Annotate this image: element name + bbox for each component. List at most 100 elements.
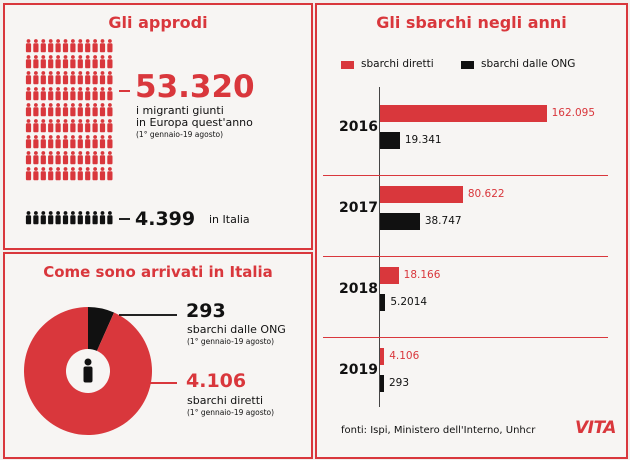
person-icon bbox=[92, 151, 98, 165]
person-icon bbox=[33, 87, 39, 101]
person-icon bbox=[33, 151, 39, 165]
person-icon bbox=[25, 103, 32, 117]
person-icon bbox=[99, 55, 106, 69]
person-icon-italy bbox=[40, 211, 46, 225]
bar-direct bbox=[380, 348, 385, 365]
direct-period: (1° gennaio-19 agosto) bbox=[187, 408, 275, 417]
person-icon bbox=[62, 119, 69, 133]
ong-label: sbarchi dalle ONG bbox=[187, 323, 286, 336]
person-icon bbox=[55, 87, 61, 101]
person-icon bbox=[107, 87, 113, 101]
person-icon-italy bbox=[48, 211, 54, 225]
person-icon bbox=[62, 39, 69, 53]
legend-swatch-ong bbox=[461, 61, 474, 69]
person-icon-italy bbox=[55, 211, 61, 225]
person-icon bbox=[48, 87, 54, 101]
person-icon bbox=[77, 39, 83, 53]
person-icon bbox=[25, 167, 32, 181]
person-icon bbox=[48, 119, 54, 133]
person-icon bbox=[107, 167, 113, 181]
person-icon-italy bbox=[70, 211, 76, 225]
person-icon bbox=[70, 151, 76, 165]
person-icon bbox=[55, 119, 61, 133]
person-icon bbox=[25, 87, 32, 101]
group-separator bbox=[323, 175, 608, 176]
person-icon bbox=[70, 87, 76, 101]
person-icon bbox=[40, 55, 46, 69]
donut-chart bbox=[23, 307, 152, 435]
person-icon bbox=[33, 135, 39, 149]
person-icon bbox=[55, 167, 61, 181]
person-icon bbox=[62, 167, 69, 181]
bar-axis bbox=[379, 87, 380, 407]
bar-direct bbox=[380, 186, 463, 203]
legend-label-direct: sbarchi diretti bbox=[361, 58, 434, 70]
person-icon bbox=[107, 71, 113, 85]
person-icon bbox=[85, 151, 91, 165]
person-icon bbox=[33, 119, 39, 133]
person-icon bbox=[62, 71, 69, 85]
legend-label-ong: sbarchi dalle ONG bbox=[481, 58, 576, 70]
person-icon bbox=[99, 71, 106, 85]
year-label: 2019 bbox=[339, 362, 378, 378]
person-icon bbox=[85, 119, 91, 133]
person-icon bbox=[62, 55, 69, 69]
person-icon bbox=[33, 103, 39, 117]
approdi-panel: Gli approdi 53.320 i migranti giunti in … bbox=[3, 3, 313, 250]
vita-logo: VITA bbox=[575, 418, 616, 438]
person-icon bbox=[70, 119, 76, 133]
person-icon bbox=[40, 103, 46, 117]
direct-leader bbox=[125, 382, 177, 384]
person-icon bbox=[40, 167, 46, 181]
person-icon bbox=[99, 39, 106, 53]
person-icon bbox=[48, 103, 54, 117]
person-icon bbox=[85, 55, 91, 69]
person-icon bbox=[40, 151, 46, 165]
person-icon-italy bbox=[85, 211, 91, 225]
person-icon bbox=[25, 151, 32, 165]
total-desc-2: in Europa quest'anno bbox=[136, 116, 253, 129]
person-icon bbox=[70, 135, 76, 149]
person-icon bbox=[99, 119, 106, 133]
person-icon bbox=[85, 103, 91, 117]
italy-label: in Italia bbox=[209, 213, 250, 226]
person-icon bbox=[48, 39, 54, 53]
person-icon-italy bbox=[99, 211, 106, 225]
bar-label-ong: 38.747 bbox=[424, 215, 462, 227]
person-icon bbox=[77, 167, 83, 181]
person-icon bbox=[70, 167, 76, 181]
person-icon bbox=[62, 151, 69, 165]
person-icon bbox=[99, 87, 106, 101]
person-icon bbox=[92, 135, 98, 149]
person-icon bbox=[85, 71, 91, 85]
italy-value: 4.399 bbox=[135, 208, 196, 230]
person-icon bbox=[99, 135, 106, 149]
person-icon-italy bbox=[92, 211, 98, 225]
bar-ong bbox=[380, 213, 420, 230]
approdi-title: Gli approdi bbox=[108, 13, 208, 32]
ong-period: (1° gennaio-19 agosto) bbox=[187, 337, 275, 346]
bar-label-direct: 162.095 bbox=[551, 107, 596, 119]
bar-label-ong: 293 bbox=[389, 377, 410, 389]
legend-swatch-direct bbox=[341, 61, 354, 69]
person-icon bbox=[55, 151, 61, 165]
bar-direct bbox=[380, 267, 399, 284]
person-icon bbox=[77, 119, 83, 133]
direct-label: sbarchi diretti bbox=[187, 394, 264, 407]
person-icon bbox=[55, 55, 61, 69]
group-separator bbox=[323, 256, 608, 257]
person-icon bbox=[107, 103, 113, 117]
person-icon bbox=[40, 119, 46, 133]
person-icon bbox=[55, 103, 61, 117]
person-icon-italy bbox=[77, 211, 83, 225]
person-icon bbox=[25, 55, 32, 69]
person-icon bbox=[25, 71, 32, 85]
anni-title: Gli sbarchi negli anni bbox=[376, 13, 567, 32]
come-title: Come sono arrivati in Italia bbox=[43, 263, 273, 281]
ong-leader bbox=[119, 314, 177, 316]
person-icon bbox=[55, 71, 61, 85]
person-icon-italy bbox=[33, 211, 39, 225]
person-icon bbox=[92, 87, 98, 101]
person-icon bbox=[77, 55, 83, 69]
bar-ong bbox=[380, 132, 400, 149]
